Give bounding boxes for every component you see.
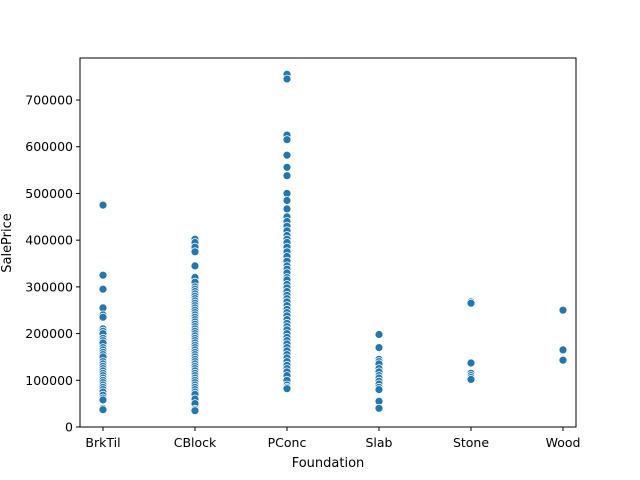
x-tick-label-pconc: PConc — [268, 435, 307, 450]
axes-frame — [79, 57, 577, 428]
data-point-pconc-1 — [282, 74, 292, 84]
y-axis: 0 100000 200000 300000 400000 500000 600000 700… — [25, 93, 80, 435]
y-tick-label-700000: 700000 — [25, 93, 73, 108]
data-point-stone-6 — [466, 374, 476, 384]
data-point-pconc-5 — [282, 162, 292, 172]
y-tick-label-600000: 600000 — [25, 139, 73, 154]
data-point-slab-1 — [374, 343, 384, 353]
data-point-slab-12 — [374, 385, 384, 395]
data-points — [98, 69, 568, 416]
data-point-pconc-3 — [282, 135, 292, 145]
data-point-cblock-3 — [190, 247, 200, 257]
data-point-pconc-4 — [282, 150, 292, 160]
data-point-pconc-6 — [282, 171, 292, 181]
x-tick-label-wood: Wood — [546, 435, 581, 450]
y-tick-label-100000: 100000 — [25, 373, 73, 388]
y-tick-label-300000: 300000 — [25, 279, 73, 294]
data-point-slab-0 — [374, 330, 384, 339]
data-point-cblock-57 — [190, 406, 200, 416]
data-point-slab-14 — [374, 403, 384, 413]
data-point-brktil-0 — [98, 200, 108, 210]
data-point-brktil-35 — [98, 405, 108, 415]
data-point-pconc-9 — [282, 204, 292, 214]
data-point-brktil-1 — [98, 270, 108, 280]
y-tick-label-500000: 500000 — [25, 186, 73, 201]
data-point-brktil-5 — [98, 312, 108, 322]
data-point-wood-1 — [558, 345, 568, 355]
x-tick-label-brktil: BrkTil — [85, 435, 120, 450]
data-point-brktil-2 — [98, 284, 108, 294]
data-point-stone-1 — [466, 298, 476, 308]
data-point-brktil-33 — [98, 395, 108, 405]
data-point-wood-3 — [558, 355, 568, 365]
x-axis-label: Foundation — [292, 456, 365, 471]
plot-area — [80, 58, 576, 427]
x-tick-label-stone: Stone — [453, 435, 489, 450]
x-tick-label-slab: Slab — [365, 435, 392, 450]
data-point-stone-2 — [466, 358, 476, 368]
y-tick-label-400000: 400000 — [25, 233, 73, 248]
x-tick-label-cblock: CBlock — [174, 435, 217, 450]
data-point-pconc-8 — [282, 196, 292, 205]
data-point-pconc-56 — [282, 384, 292, 394]
data-point-cblock-4 — [190, 261, 200, 271]
x-axis: BrkTil CBlock PConc Slab Stone Wood — [85, 427, 580, 450]
y-tick-label-0: 0 — [65, 420, 73, 435]
data-point-wood-0 — [558, 305, 568, 315]
y-axis-label: SalePrice — [0, 213, 15, 273]
y-tick-label-200000: 200000 — [25, 326, 73, 341]
